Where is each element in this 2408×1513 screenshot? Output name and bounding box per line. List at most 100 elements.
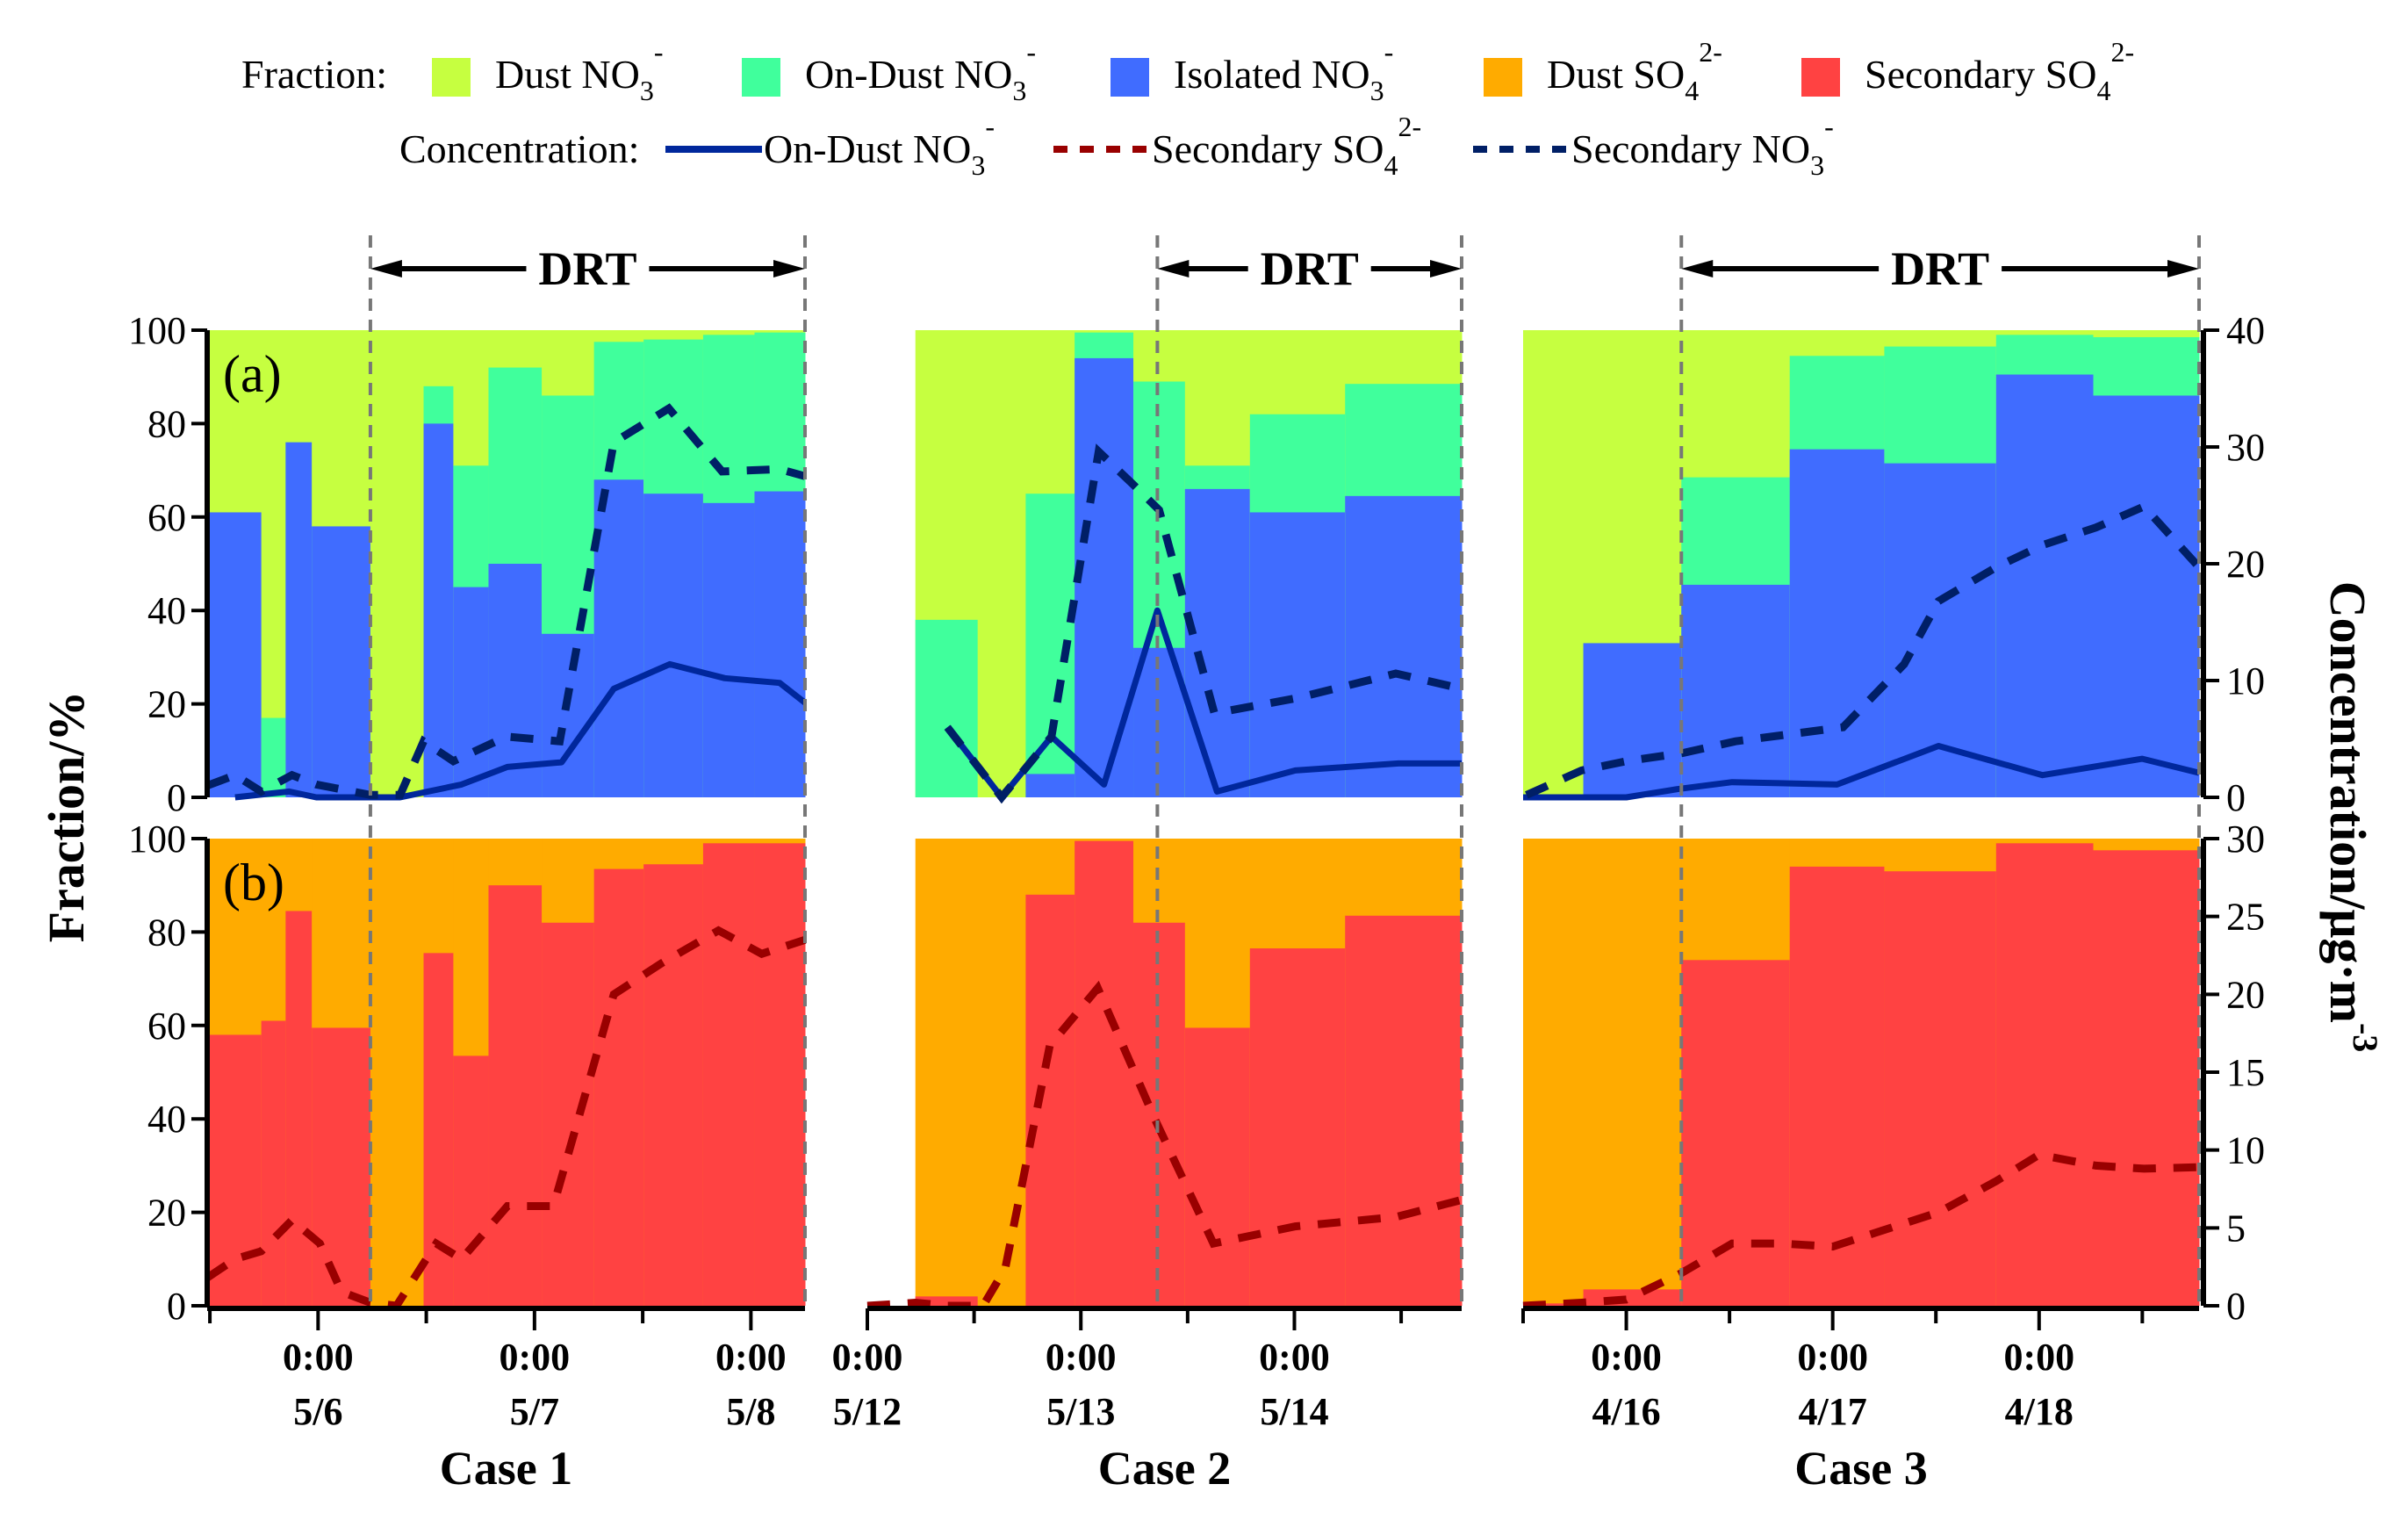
left-tick-label: 40 bbox=[147, 589, 186, 632]
bar-secondary-so4 bbox=[453, 1055, 489, 1306]
bar-isolated-no3 bbox=[1025, 774, 1075, 797]
bar-secondary-so4 bbox=[1583, 1289, 1682, 1306]
line-secondary-so4 bbox=[205, 926, 807, 1310]
right-tick-label: 20 bbox=[2226, 543, 2265, 586]
line-secondary-no3 bbox=[205, 403, 807, 799]
left-tick-label: 100 bbox=[128, 818, 186, 861]
right-tick-label: 10 bbox=[2226, 1129, 2265, 1172]
bar-isolated-no3 bbox=[1075, 357, 1134, 797]
legend-item-dust_no3: Dust NO3- bbox=[432, 36, 664, 106]
bar-isolated-no3 bbox=[2093, 395, 2200, 797]
bar-ondust-no3 bbox=[915, 619, 979, 797]
x-tick-label-time: 0:00 bbox=[2003, 1336, 2074, 1379]
x-tick-label-time: 0:00 bbox=[1259, 1336, 1330, 1379]
x-tick-label-time: 0:00 bbox=[1046, 1336, 1117, 1379]
legend-secondary_so4_conc-superscript: 2- bbox=[1398, 111, 1421, 142]
left-tick-label: 80 bbox=[147, 402, 186, 445]
legend-swatch-ondust_no3 bbox=[742, 58, 780, 97]
legend-item-ondust_no3_conc: On-Dust NO3- bbox=[665, 111, 995, 181]
legend-item-secondary_so4: Secondary SO42- bbox=[1801, 36, 2134, 106]
legend-secondary_no3_conc-superscript: - bbox=[1824, 111, 1834, 142]
bar-isolated-no3 bbox=[488, 564, 543, 797]
legend-isolated_no3-text: Isolated NO bbox=[1174, 52, 1370, 97]
bar-dust-no3 bbox=[977, 330, 1026, 797]
legend-ondust_no3-text: On-Dust NO bbox=[805, 52, 1012, 97]
bar-isolated-no3 bbox=[1345, 495, 1463, 797]
case-label: Case 2 bbox=[1098, 1442, 1231, 1495]
bar-secondary-so4 bbox=[1025, 894, 1075, 1306]
right-tick-label: 20 bbox=[2226, 973, 2265, 1016]
bar-isolated-no3 bbox=[312, 526, 371, 797]
bar-ondust-no3 bbox=[261, 717, 286, 797]
right-axis-title-text: Concentration/μg·m bbox=[2319, 581, 2376, 1023]
case-2-group: DRT bbox=[866, 235, 1463, 1310]
case-3-panel-b bbox=[1522, 839, 2200, 1310]
drt-arrow-left-head bbox=[1157, 260, 1190, 277]
bar-isolated-no3 bbox=[1884, 463, 1997, 797]
legend-isolated_no3-subscript: 3 bbox=[1370, 75, 1384, 106]
legend-swatch-isolated_no3 bbox=[1111, 58, 1149, 97]
case-label: Case 1 bbox=[440, 1442, 572, 1495]
bar-isolated-no3 bbox=[453, 587, 489, 797]
bar-secondary-so4 bbox=[285, 911, 313, 1306]
legend-fraction-title: Fraction: bbox=[241, 52, 387, 97]
bar-secondary-so4 bbox=[1249, 948, 1346, 1306]
panel-tag-a: (a) bbox=[223, 345, 282, 403]
case-1-panel-a bbox=[205, 330, 808, 801]
legend-ondust_no3_conc-label: On-Dust NO3- bbox=[764, 111, 995, 181]
x-tick-label-date: 4/16 bbox=[1592, 1390, 1660, 1433]
x-tick-label-time: 0:00 bbox=[1591, 1336, 1662, 1379]
legend-item-secondary_so4_conc: Secondary SO42- bbox=[1053, 111, 1421, 181]
legend-secondary_no3_conc-label: Secondary NO3- bbox=[1571, 111, 1834, 181]
legend: Fraction: Dust NO3- On-Dust NO3- Isolated N… bbox=[241, 36, 2134, 181]
case-3-panel-a bbox=[1523, 330, 2203, 801]
bar-isolated-no3 bbox=[285, 442, 313, 797]
right-tick-label: 15 bbox=[2226, 1051, 2265, 1094]
bar-secondary-so4 bbox=[1184, 1027, 1251, 1306]
bar-secondary-so4 bbox=[1681, 960, 1791, 1306]
bar-secondary-so4 bbox=[1345, 915, 1463, 1306]
drt-label: DRT bbox=[1891, 242, 1989, 295]
legend-isolated_no3-superscript: - bbox=[1384, 36, 1394, 68]
plot-area: DRT DRT DRT bbox=[205, 235, 2203, 1310]
legend-dust_so4-subscript: 4 bbox=[1685, 75, 1699, 106]
legend-dust_so4-text: Dust SO bbox=[1547, 52, 1685, 97]
axes: 0:00 5/6 0:00 5/7 0:00 5/8 Case 1 0:00 5/12 0:00 5… bbox=[128, 309, 2265, 1495]
legend-secondary_so4_conc-subscript: 4 bbox=[1384, 149, 1398, 181]
legend-dust_no3-label: Dust NO3- bbox=[495, 36, 664, 106]
legend-item-ondust_no3: On-Dust NO3- bbox=[742, 36, 1036, 106]
x-tick-label-date: 4/17 bbox=[1799, 1390, 1867, 1433]
bar-isolated-no3 bbox=[1249, 512, 1346, 797]
drt-arrow-left-head bbox=[370, 260, 402, 277]
bar-secondary-so4 bbox=[312, 1027, 371, 1306]
legend-swatch-dust_so4 bbox=[1484, 58, 1522, 97]
legend-concentration-title: Concentration: bbox=[399, 126, 639, 171]
case-1-group: DRT bbox=[205, 235, 808, 1310]
x-tick-label-time: 0:00 bbox=[1797, 1336, 1868, 1379]
left-axis-title: Fraction/% bbox=[38, 691, 95, 943]
line-secondary-so4 bbox=[1522, 1150, 2200, 1310]
drt-arrow-right-head bbox=[1430, 260, 1462, 277]
bar-isolated-no3 bbox=[643, 494, 704, 797]
bar-dust-no3 bbox=[1523, 330, 1585, 797]
x-tick-label-time: 0:00 bbox=[283, 1336, 354, 1379]
legend-item-dust_so4: Dust SO42- bbox=[1484, 36, 1722, 106]
right-tick-label: 25 bbox=[2226, 896, 2265, 939]
line-secondary-no3 bbox=[1525, 501, 2203, 799]
case-2-panel-b bbox=[866, 839, 1463, 1310]
bar-secondary-so4 bbox=[488, 885, 543, 1306]
left-tick-label: 0 bbox=[167, 1285, 186, 1328]
drt-label: DRT bbox=[1261, 242, 1359, 295]
bar-isolated-no3 bbox=[423, 423, 454, 797]
bar-secondary-so4 bbox=[542, 922, 595, 1306]
line-ondust-no3 bbox=[234, 660, 808, 801]
bar-secondary-so4 bbox=[261, 1020, 286, 1306]
x-tick-label-date: 5/6 bbox=[293, 1390, 342, 1433]
left-tick-label: 80 bbox=[147, 911, 186, 954]
bar-dust-so4 bbox=[1583, 839, 1682, 1306]
legend-item-secondary_no3_conc: Secondary NO3- bbox=[1473, 111, 1834, 181]
bar-secondary-so4 bbox=[643, 864, 704, 1306]
case-label: Case 3 bbox=[1794, 1442, 1927, 1495]
legend-ondust_no3_conc-subscript: 3 bbox=[971, 149, 985, 181]
bar-secondary-so4 bbox=[754, 843, 806, 1306]
